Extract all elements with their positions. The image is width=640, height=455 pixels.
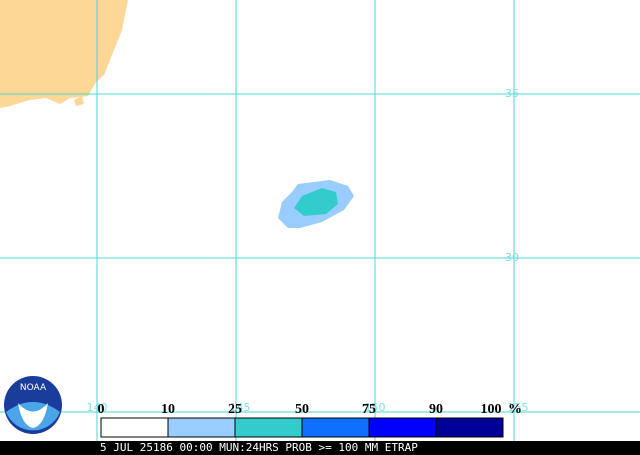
lon-label: 140 <box>87 401 108 414</box>
logo-text: NOAA <box>20 383 47 393</box>
legend-swatch <box>234 417 303 438</box>
legend-swatch <box>435 417 504 438</box>
lon-label: 145 <box>230 401 251 414</box>
island <box>74 96 84 106</box>
legend-swatch <box>301 417 370 438</box>
prob-area-mid <box>294 188 338 216</box>
legend-label: 75 <box>362 402 376 417</box>
legend-label: 25 <box>228 402 242 417</box>
lon-label: 150 <box>365 401 386 414</box>
legend-label: 100 <box>481 402 502 417</box>
lon-label: 155 <box>508 401 529 414</box>
graticule <box>0 0 640 441</box>
legend-label: 0 <box>98 402 105 417</box>
footer-text: 5 JUL 25186 00:00 MUN:24HRS PROB >= 100 … <box>100 441 418 454</box>
legend-label: 10 <box>161 402 175 417</box>
legend-label: 90 <box>429 402 443 417</box>
legend-label: 50 <box>295 402 309 417</box>
lat-label: 35 <box>505 87 519 100</box>
footer-bar <box>0 441 640 455</box>
legend-swatch <box>100 417 169 438</box>
legend-unit: % <box>508 402 522 417</box>
legend-swatch <box>167 417 236 438</box>
noaa-logo: NOAA <box>4 376 62 434</box>
logo-gull <box>18 403 48 428</box>
lat-label: 30 <box>505 251 519 264</box>
land <box>0 0 128 108</box>
legend-swatch <box>368 417 437 438</box>
